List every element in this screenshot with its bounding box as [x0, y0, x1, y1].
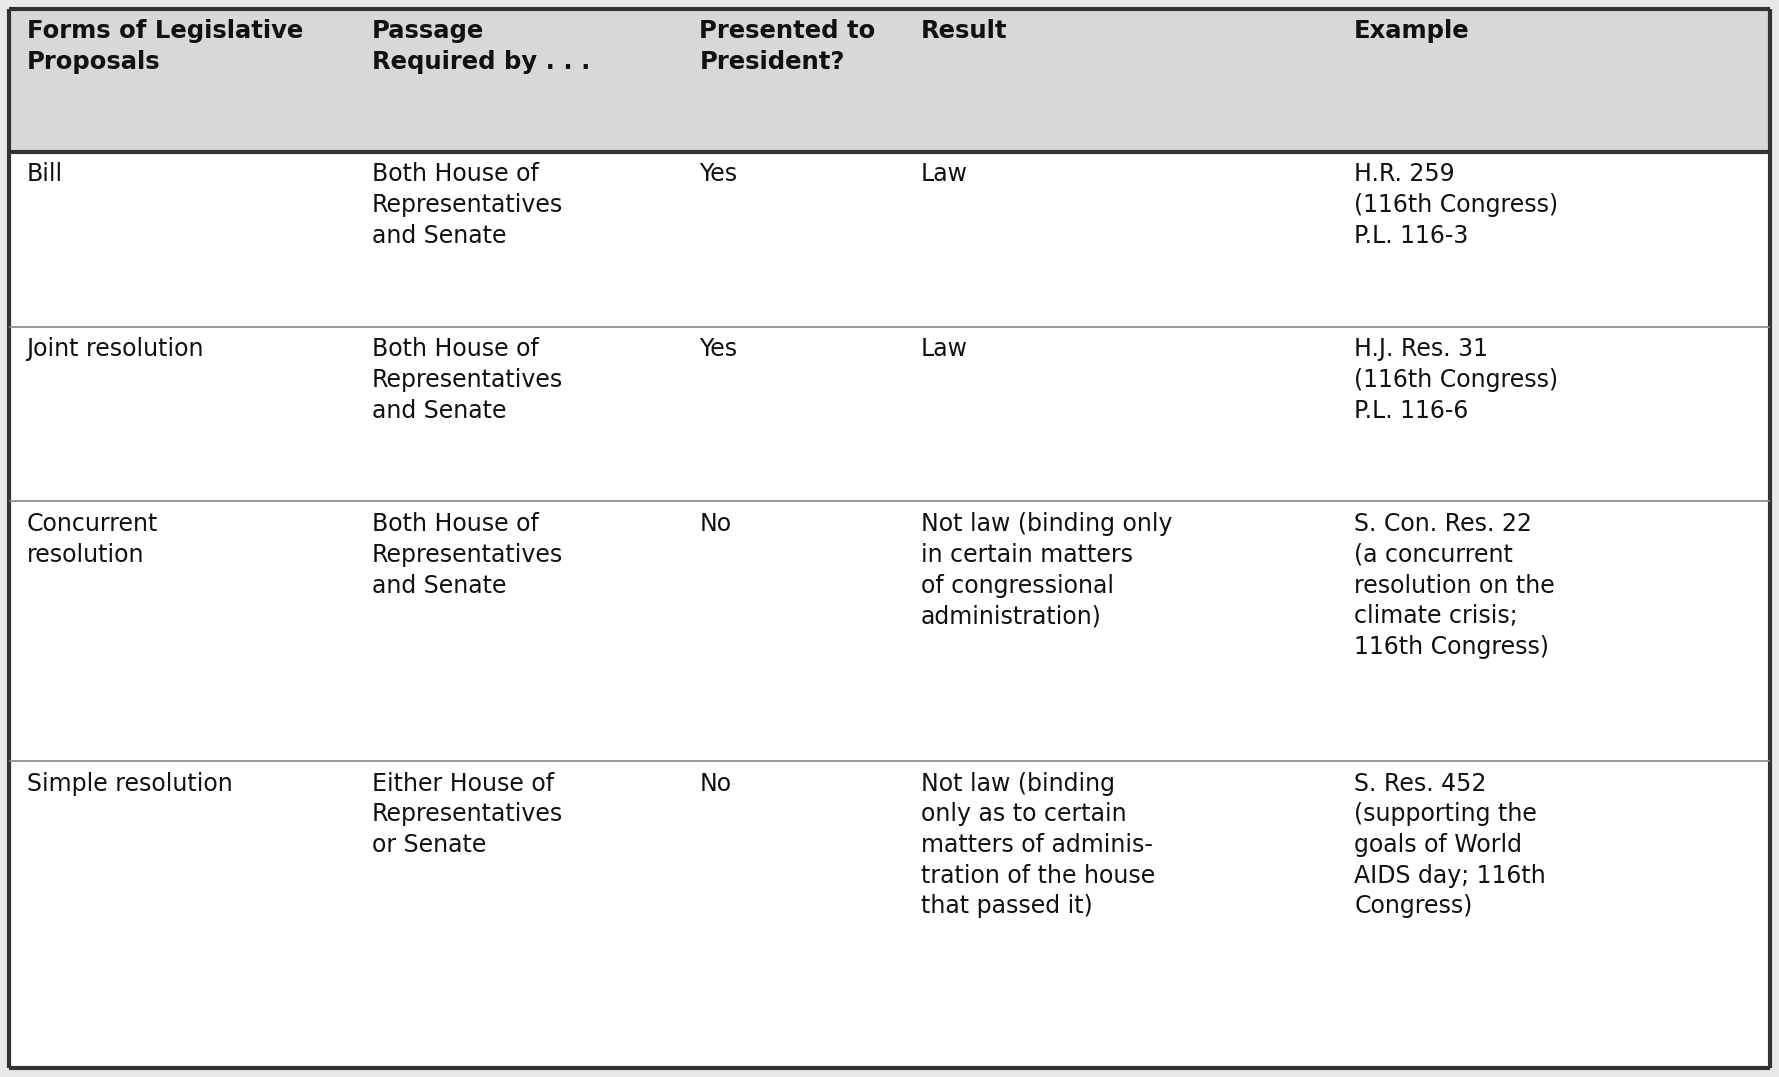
Bar: [9, 9, 1770, 152]
Text: Simple resolution: Simple resolution: [27, 771, 233, 796]
Text: Both House of
Representatives
and Senate: Both House of Representatives and Senate: [372, 337, 564, 422]
Text: Both House of
Representatives
and Senate: Both House of Representatives and Senate: [372, 163, 564, 248]
Bar: [9, 152, 1770, 326]
Text: Yes: Yes: [699, 163, 738, 186]
Text: H.R. 259
(116th Congress)
P.L. 116-3: H.R. 259 (116th Congress) P.L. 116-3: [1354, 163, 1558, 248]
Text: Result: Result: [920, 19, 1007, 43]
Text: Yes: Yes: [699, 337, 738, 362]
Text: Law: Law: [920, 163, 968, 186]
Text: No: No: [699, 513, 731, 536]
Text: Example: Example: [1354, 19, 1469, 43]
Text: No: No: [699, 771, 731, 796]
Text: Passage
Required by . . .: Passage Required by . . .: [372, 19, 591, 74]
Bar: [9, 760, 1770, 1068]
Text: S. Res. 452
(supporting the
goals of World
AIDS day; 116th
Congress): S. Res. 452 (supporting the goals of Wor…: [1354, 771, 1546, 919]
Text: Not law (binding only
in certain matters
of congressional
administration): Not law (binding only in certain matters…: [920, 513, 1172, 628]
Text: Presented to
President?: Presented to President?: [699, 19, 875, 74]
Bar: [9, 502, 1770, 760]
Text: Either House of
Representatives
or Senate: Either House of Representatives or Senat…: [372, 771, 564, 857]
Text: H.J. Res. 31
(116th Congress)
P.L. 116-6: H.J. Res. 31 (116th Congress) P.L. 116-6: [1354, 337, 1558, 422]
Text: Not law (binding
only as to certain
matters of adminis-
tration of the house
tha: Not law (binding only as to certain matt…: [920, 771, 1155, 919]
Bar: [9, 326, 1770, 502]
Text: Joint resolution: Joint resolution: [27, 337, 205, 362]
Text: Bill: Bill: [27, 163, 62, 186]
Text: Concurrent
resolution: Concurrent resolution: [27, 513, 158, 567]
Text: S. Con. Res. 22
(a concurrent
resolution on the
climate crisis;
116th Congress): S. Con. Res. 22 (a concurrent resolution…: [1354, 513, 1555, 659]
Text: Law: Law: [920, 337, 968, 362]
Text: Forms of Legislative
Proposals: Forms of Legislative Proposals: [27, 19, 302, 74]
Text: Both House of
Representatives
and Senate: Both House of Representatives and Senate: [372, 513, 564, 598]
